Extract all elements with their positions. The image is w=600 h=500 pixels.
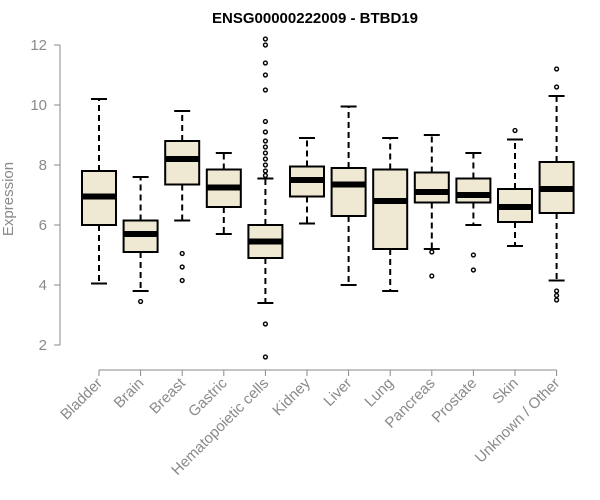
outlier-point	[470, 252, 476, 258]
outlier-point	[179, 264, 185, 270]
outlier-point	[262, 321, 268, 327]
outlier-point	[262, 129, 268, 135]
outlier-point	[553, 297, 560, 303]
box-group	[372, 137, 409, 292]
outlier-point	[262, 138, 268, 144]
x-tick-label: Skin	[489, 375, 522, 408]
box-iqr	[164, 140, 201, 186]
outlier-point	[429, 249, 435, 255]
outlier-point	[262, 87, 268, 93]
outlier-point	[262, 150, 268, 156]
boxes	[81, 36, 575, 360]
outlier-point	[262, 60, 268, 66]
outlier-point	[262, 354, 268, 360]
box-group	[455, 152, 492, 273]
x-tick-label: Brain	[111, 375, 148, 412]
y-tick-label: 8	[39, 157, 47, 174]
box-group	[538, 66, 575, 303]
x-tick-label: Breast	[146, 374, 189, 417]
y-tick-label: 12	[30, 37, 47, 54]
box-iqr	[372, 168, 409, 250]
box-group	[289, 137, 325, 225]
box-group	[205, 152, 242, 235]
x-tick-label: Kidney	[269, 374, 314, 419]
x-tick-label: Lung	[361, 375, 397, 411]
x-tick-label: Liver	[320, 375, 355, 410]
box-iqr	[455, 177, 492, 204]
y-tick-label: 6	[39, 217, 47, 234]
outlier-point	[553, 288, 560, 294]
box-group	[81, 98, 117, 285]
outlier-point	[553, 84, 560, 90]
y-axis-label: Expression	[0, 162, 17, 236]
outlier-point	[262, 168, 268, 174]
box-group	[497, 127, 533, 247]
x-tick-label: Prostate	[429, 375, 481, 427]
y-tick-label: 4	[39, 277, 47, 294]
box-group	[122, 176, 159, 305]
box-group	[413, 134, 450, 279]
outlier-point	[262, 156, 268, 162]
box-iqr	[413, 171, 450, 204]
outlier-point	[262, 162, 268, 168]
outlier-point	[138, 298, 144, 305]
outlier-point	[179, 277, 185, 284]
x-tick-label: Bladder	[57, 375, 106, 424]
outlier-point	[512, 127, 518, 134]
outlier-point	[429, 273, 435, 279]
outlier-point	[262, 42, 268, 48]
outlier-point	[470, 267, 476, 273]
y-tick-label: 2	[39, 337, 47, 354]
outlier-point	[262, 36, 268, 42]
box-group	[164, 110, 201, 284]
box-iqr	[330, 167, 367, 217]
outlier-point	[262, 118, 268, 125]
y-axis: 2 4 6 8 10 12	[30, 37, 61, 354]
y-tick-label: 10	[30, 97, 47, 114]
outlier-point	[553, 292, 560, 299]
outlier-point	[179, 250, 185, 257]
outlier-point	[262, 144, 268, 150]
chart-title: ENSG00000222009 - BTBD19	[212, 10, 418, 27]
outlier-point	[262, 72, 268, 78]
box-group	[247, 36, 284, 360]
outlier-point	[553, 66, 560, 72]
box-group	[330, 105, 367, 286]
outlier-point	[262, 172, 268, 179]
